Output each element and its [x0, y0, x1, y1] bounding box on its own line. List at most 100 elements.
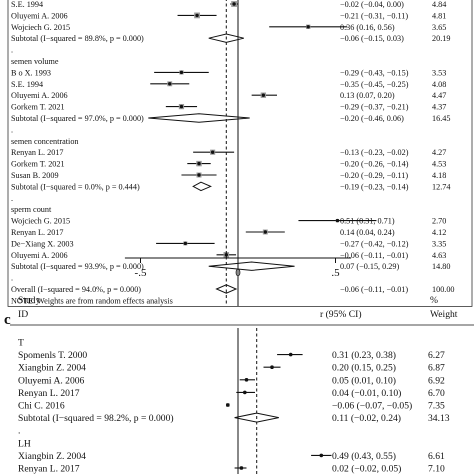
effect-estimate: 0.51 (0.31, 0.71) — [340, 217, 395, 226]
weight-value: 6.27 — [428, 350, 445, 361]
point-estimate — [335, 218, 340, 223]
row-label-study: De−Xiang X. 2003 — [11, 239, 74, 248]
weight-value: 4.63 — [432, 251, 446, 260]
weight-value: 3.35 — [432, 239, 446, 248]
weight-value: 7.35 — [428, 401, 445, 412]
weight-value: 20.19 — [432, 34, 450, 43]
effect-estimate: −0.27 (−0.42, −0.12) — [340, 239, 409, 248]
row-label-study: Oluyemi A. 2006 — [18, 375, 85, 386]
point-estimate — [261, 93, 266, 97]
effect-estimate: −0.06 (−0.11, −0.01) — [340, 285, 408, 294]
effect-estimate: 0.07 (−0.15, 0.29) — [340, 262, 399, 271]
plot-frame — [7, 0, 473, 307]
point-estimate — [263, 230, 267, 234]
point-estimate — [232, 2, 236, 6]
effect-estimate: 0.05 (0.01, 0.10) — [332, 375, 396, 386]
subtotal-diamond — [192, 181, 212, 192]
row-label-dot: . — [11, 125, 13, 134]
effect-estimate: 0.31 (0.23, 0.38) — [332, 350, 396, 361]
forest-plot-panel-top: S.E. 1994 −0.02 (−0.04, 0.00) 4.84 Oluyemi … — [7, 0, 473, 307]
effect-estimate: −0.13 (−0.23, −0.02) — [340, 148, 409, 157]
row-label-study: Wojciech G. 2015 — [11, 23, 70, 32]
weight-value: 4.08 — [432, 80, 446, 89]
subtotal-diamond — [148, 113, 250, 123]
effect-estimate: −0.29 (−0.43, −0.15) — [340, 68, 409, 77]
row-label-study: Xiangbin Z. 2004 — [18, 363, 86, 374]
weight-value: 4.37 — [432, 103, 446, 112]
effect-estimate: 0.13 (0.07, 0.20) — [340, 91, 395, 100]
weight-value: 4.18 — [432, 171, 446, 180]
weight-value: 4.47 — [432, 91, 446, 100]
row-label-study: Gorkem T. 2021 — [11, 103, 65, 112]
point-estimate — [319, 453, 324, 458]
row-label-overall: Overall (I−squared = 94.0%, p = 0.000) — [11, 285, 141, 294]
effect-estimate: −0.06 (−0.07, −0.05) — [332, 401, 412, 412]
row-label-study: Susan B. 2009 — [11, 171, 59, 180]
subtotal-diamond — [208, 261, 295, 271]
row-label-group: sperm count — [11, 205, 52, 214]
weight-value: 12.74 — [432, 182, 450, 191]
weight-value: 2.70 — [432, 217, 446, 226]
weight-value: 3.65 — [432, 23, 446, 32]
weight-value: 14.80 — [432, 262, 450, 271]
row-label-note: NOTE: Weights are from random effects an… — [11, 296, 173, 305]
header-id: ID — [18, 309, 28, 320]
effect-estimate: 0.14 (0.04, 0.24) — [340, 228, 395, 237]
effect-estimate: 0.11 (−0.02, 0.24) — [332, 413, 401, 424]
point-estimate — [224, 253, 228, 257]
row-label-dot: . — [11, 194, 13, 203]
weight-value: 4.12 — [432, 228, 446, 237]
effect-estimate: −0.20 (−0.29, −0.11) — [340, 171, 408, 180]
row-label-dot: . — [11, 274, 13, 283]
row-label-study: Wojciech G. 2015 — [11, 217, 70, 226]
row-label-subtotal: Subtotal (I−squared = 0.0%, p = 0.444) — [11, 182, 140, 191]
row-label-subtotal: Subtotal (I−squared = 98.2%, p = 0.000) — [18, 413, 174, 424]
point-estimate — [179, 70, 184, 75]
point-estimate — [210, 150, 215, 154]
row-label-study: Oluyemi A. 2006 — [11, 11, 68, 20]
point-estimate — [179, 104, 184, 109]
row-label-study: Renyan L. 2017 — [18, 388, 80, 399]
point-estimate — [244, 378, 249, 382]
row-label-group: T — [18, 338, 24, 349]
point-estimate — [197, 161, 201, 166]
row-label-study: Renyan L. 2017 — [18, 464, 80, 474]
header-percent: % — [430, 295, 438, 306]
header-weight: Weight — [430, 309, 458, 320]
point-estimate — [243, 390, 247, 395]
x-tick-label: -.5 — [135, 267, 147, 279]
point-estimate — [306, 25, 310, 29]
effect-estimate: −0.21 (−0.31, −0.11) — [340, 11, 408, 20]
row-label-study: Spomenls T. 2000 — [18, 350, 87, 361]
effect-estimate: −0.29 (−0.37, −0.21) — [340, 103, 409, 112]
row-label-study: S.E. 1994 — [11, 80, 43, 89]
row-label-study: Gorkem T. 2021 — [11, 160, 65, 169]
weight-value: 7.10 — [428, 464, 445, 474]
row-label-study: Chi C. 2016 — [18, 401, 65, 412]
effect-estimate: 0.20 (0.15, 0.25) — [332, 363, 396, 374]
row-label-study: Oluyemi A. 2006 — [11, 251, 68, 260]
weight-value: 4.53 — [432, 160, 446, 169]
point-estimate — [226, 403, 230, 407]
row-label-dot: . — [18, 426, 20, 437]
weight-value: 3.53 — [432, 68, 446, 77]
weight-value: 6.87 — [428, 363, 445, 374]
point-estimate — [195, 13, 199, 18]
point-estimate — [239, 466, 244, 470]
row-label-subtotal: Subtotal (I−squared = 89.8%, p = 0.000) — [11, 34, 144, 43]
point-estimate — [168, 82, 172, 86]
effect-estimate: −0.19 (−0.23, −0.14) — [340, 182, 409, 191]
weight-value: 100.00 — [432, 285, 455, 294]
row-label-subtotal: Subtotal (I−squared = 93.9%, p = 0.000) — [11, 262, 144, 271]
row-label-group: LH — [18, 438, 31, 449]
effect-estimate: 0.02 (−0.02, 0.05) — [332, 464, 401, 474]
weight-value: 4.81 — [432, 11, 446, 20]
weight-value: 6.61 — [428, 451, 445, 462]
point-estimate — [183, 241, 188, 246]
effect-estimate: −0.06 (−0.15, 0.03) — [340, 34, 404, 43]
weight-value: 6.92 — [428, 375, 445, 386]
row-label-subtotal: Subtotal (I−squared = 97.0%, p = 0.000) — [11, 114, 144, 123]
panel-letter: c — [4, 312, 11, 328]
